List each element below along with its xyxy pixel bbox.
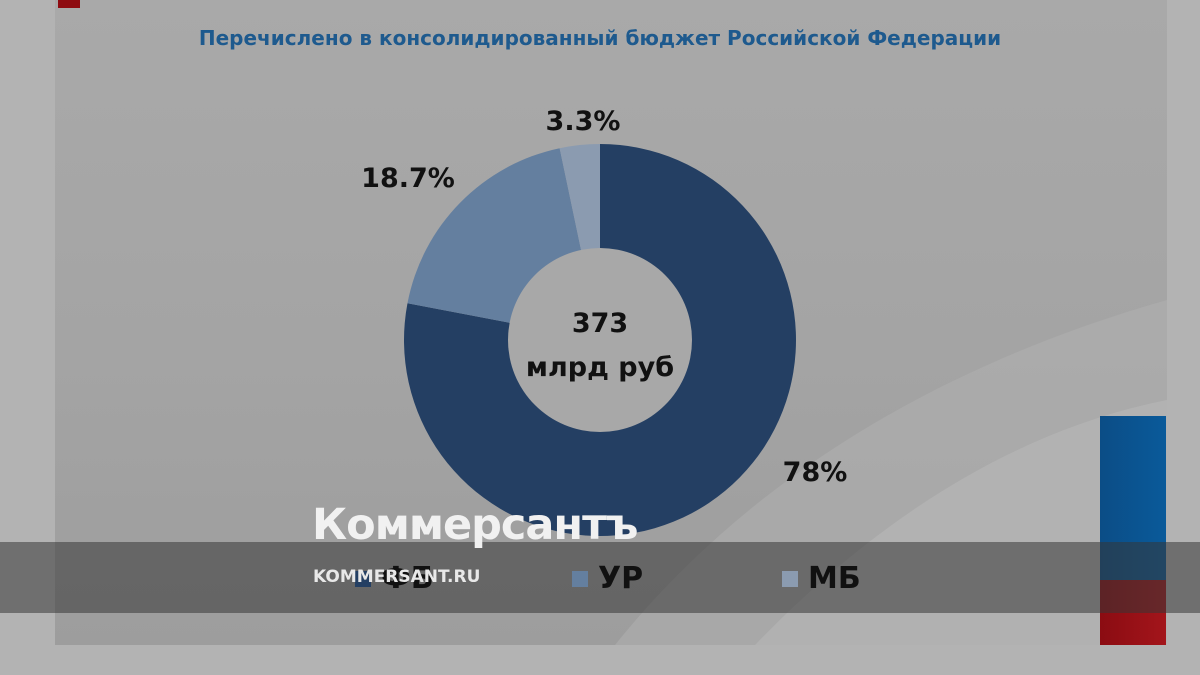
center-total-unit: млрд руб [526,352,674,383]
legend-swatch-mb [782,571,798,587]
donut-hole [508,248,692,432]
legend-label-mb: МБ [808,561,861,596]
slice-label-fb: 78% [783,457,848,488]
legend-label-ur: УР [598,561,644,596]
chart-title: Перечислено в консолидированный бюджет Р… [198,26,1002,50]
slice-label-mb: 3.3% [546,106,621,137]
watermark-url: KOMMERSANT.RU [313,567,481,587]
watermark-band [0,542,1200,613]
corner-logo-mark [58,0,80,8]
legend-swatch-fb [355,571,371,587]
legend-label-fb: ФБ [381,561,434,596]
slice-label-ur: 18.7% [361,163,455,194]
slice-percent-labels: 78% 18.7% 3.3% [361,106,847,488]
watermark-brand-logo: Коммерсантъ [312,500,638,550]
legend-swatch-ur [572,571,588,587]
center-total-value: 373 [572,308,628,339]
